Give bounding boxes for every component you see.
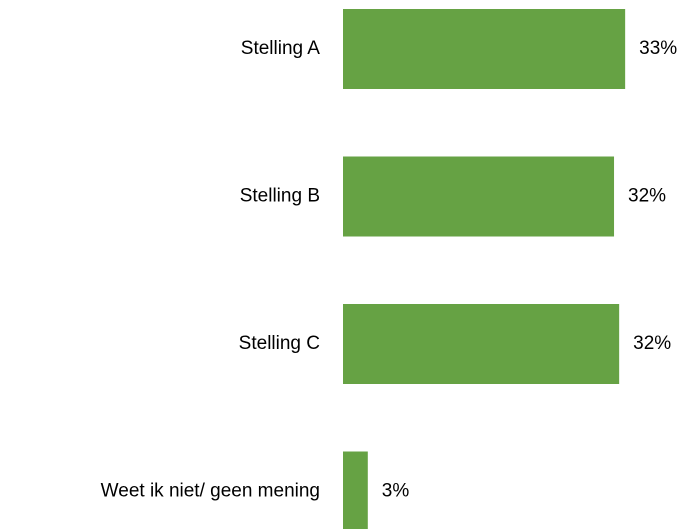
bar (343, 304, 620, 384)
value-label: 3% (382, 481, 410, 502)
category-label: Weet ik niet/ geen mening (101, 481, 320, 502)
bar (343, 451, 368, 529)
bar (343, 156, 615, 237)
category-label: Stelling C (239, 333, 320, 354)
category-label: Stelling A (241, 38, 321, 59)
category-label: Stelling B (240, 186, 320, 207)
value-label: 33% (639, 38, 677, 59)
value-label: 32% (628, 186, 666, 207)
bar (343, 9, 626, 89)
value-label: 32% (633, 333, 671, 354)
